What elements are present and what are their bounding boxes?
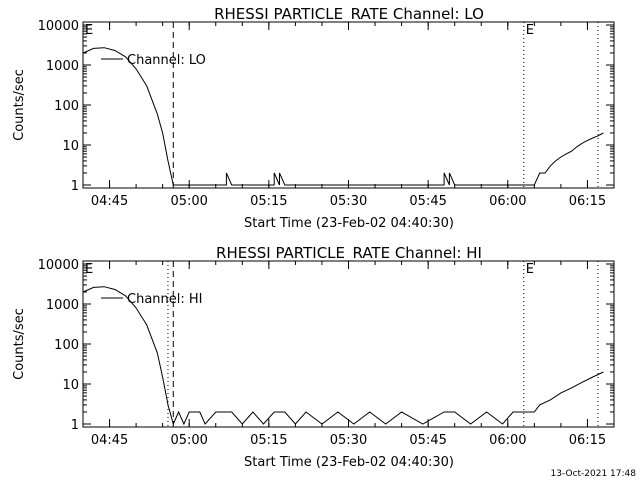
y-tick-label: 1000: [46, 59, 79, 74]
event-marker-label: E: [526, 23, 534, 38]
panel-hi: RHESSI PARTICLE_RATE Channel: HI Counts/…: [12, 244, 615, 470]
y-tick-label: 100: [54, 338, 79, 353]
x-tick-label: 05:15: [250, 433, 287, 448]
panel-hi-title: RHESSI PARTICLE_RATE Channel: HI: [216, 244, 482, 263]
y-tick-label: 10: [62, 378, 79, 393]
event-marker-label: E: [85, 23, 93, 38]
y-tick-label: 1: [71, 418, 79, 433]
x-tick-label: 05:30: [330, 194, 367, 209]
x-tick-label: 05:00: [170, 433, 207, 448]
y-tick-label: 100: [54, 99, 79, 114]
x-tick-label: 06:00: [489, 433, 526, 448]
x-tick-label: 06:15: [569, 194, 606, 209]
x-tick-label: 05:30: [330, 433, 367, 448]
x-tick-label: 04:45: [91, 433, 128, 448]
x-tick-label: 06:15: [569, 433, 606, 448]
y-tick-label: 1000: [46, 298, 79, 313]
panel-lo-xlabel: Start Time (23-Feb-02 04:40:30): [244, 216, 454, 231]
panel-lo-x-ticks: 04:45 05:00 05:15 05:30 05:45 06:00 06:15: [82, 22, 615, 209]
event-marker-label: E: [526, 262, 534, 277]
x-tick-label: 04:45: [91, 194, 128, 209]
footer-timestamp: 13-Oct-2021 17:48: [551, 469, 637, 479]
panel-hi-series-line: [82, 286, 604, 426]
x-tick-label: 05:45: [409, 194, 446, 209]
panel-hi-y-ticks: 1 10 100 1000 10000: [38, 258, 614, 433]
x-tick-label: 06:00: [489, 194, 526, 209]
event-marker-label: E: [85, 262, 93, 277]
x-tick-label: 05:00: [170, 194, 207, 209]
panel-hi-legend-label: Channel: HI: [127, 292, 203, 307]
panel-hi-xlabel: Start Time (23-Feb-02 04:40:30): [244, 455, 454, 470]
panel-lo-series-line: [82, 47, 604, 186]
panel-hi-frame: [82, 260, 615, 428]
panel-lo-title: RHESSI PARTICLE_RATE Channel: LO: [214, 5, 484, 24]
panel-lo-frame: [82, 21, 615, 189]
panel-lo: RHESSI PARTICLE_RATE Channel: LO Counts/…: [12, 5, 615, 231]
y-tick-label: 1: [71, 179, 79, 194]
panel-hi-x-ticks: 04:45 05:00 05:15 05:30 05:45 06:00 06:15: [82, 261, 615, 448]
x-tick-label: 05:15: [250, 194, 287, 209]
panel-lo-legend-label: Channel: LO: [127, 53, 206, 68]
y-tick-label: 10: [62, 139, 79, 154]
panel-lo-y-ticks: 1 10 100 1000 10000: [38, 19, 614, 194]
y-tick-label: 10000: [38, 258, 79, 273]
y-tick-label: 10000: [38, 19, 79, 34]
panel-lo-ylabel: Counts/sec: [12, 69, 27, 141]
panel-hi-ylabel: Counts/sec: [12, 308, 27, 380]
x-tick-label: 05:45: [409, 433, 446, 448]
